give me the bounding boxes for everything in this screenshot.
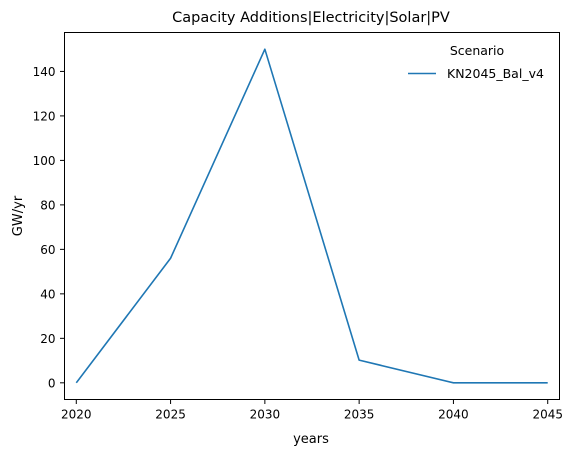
legend-title: Scenario (450, 43, 504, 58)
x-tick-label: 2040 (438, 408, 469, 422)
y-tick-label: 140 (33, 65, 56, 79)
x-tick-label: 2030 (250, 408, 281, 422)
y-tick-label: 40 (40, 287, 55, 301)
x-axis-label: years (293, 432, 329, 447)
y-axis: 0 20 40 60 80 100 120 140 (33, 65, 65, 390)
series-line (75, 48, 548, 384)
series-layer (75, 48, 548, 384)
y-tick-label: 60 (40, 243, 55, 257)
x-tick-label: 2025 (155, 408, 186, 422)
y-axis-label: GW/yr (11, 195, 26, 236)
x-tick-label: 2035 (344, 408, 375, 422)
y-tick-label: 80 (40, 198, 55, 212)
x-tick-label: 2045 (532, 408, 563, 422)
x-axis: 2020 2025 2030 2035 2040 2045 (61, 399, 563, 422)
plot-area (64, 32, 560, 400)
y-tick-label: 120 (33, 109, 56, 123)
y-tick-label: 0 (48, 376, 56, 390)
legend-label: KN2045_Bal_v4 (447, 66, 544, 81)
y-tick-label: 20 (40, 332, 55, 346)
legend: Scenario KN2045_Bal_v4 (408, 43, 544, 81)
x-tick-label: 2020 (61, 408, 92, 422)
y-tick-label: 100 (33, 154, 56, 168)
chart-title: Capacity Additions|Electricity|Solar|PV (172, 10, 450, 26)
